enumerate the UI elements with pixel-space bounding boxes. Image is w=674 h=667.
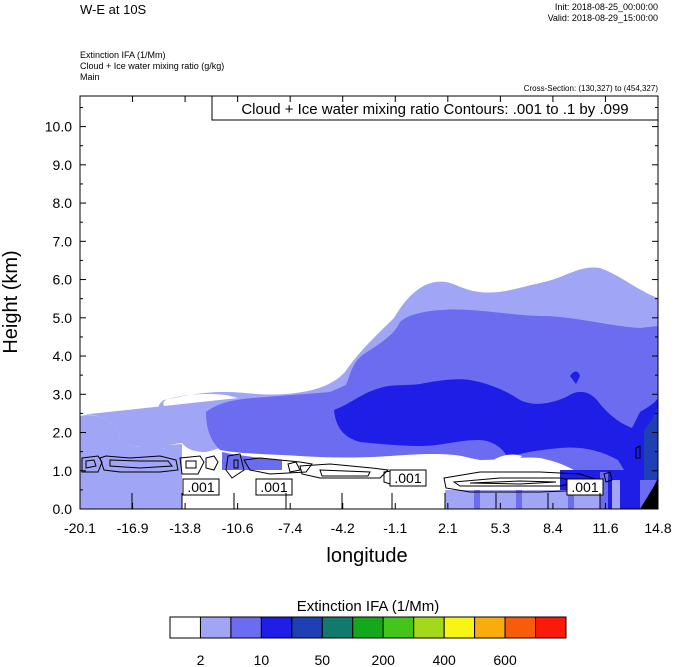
- contour-line: [99, 455, 179, 473]
- contour-label-box: [389, 469, 427, 487]
- surface-stripe: [516, 490, 522, 509]
- x-tick-label: -1.1: [383, 520, 407, 536]
- gap-region-white: [486, 454, 522, 468]
- colorbar-swatch: [382, 616, 415, 639]
- x-tick-label: -16.9: [117, 520, 149, 536]
- y-axis-label: Height (km): [0, 250, 22, 353]
- contour-line: [225, 453, 245, 479]
- x-tick-label: -10.6: [222, 520, 254, 536]
- surface-stripe: [612, 480, 620, 509]
- init-time: Init: 2018-08-25_00:00:00: [554, 2, 658, 12]
- y-tick-label: 3.0: [53, 386, 73, 402]
- y-axis: 0.0 1.0 2.0 3.0 4.0 5.0 6.0 7.0 8.0 9.0 10.0: [45, 106, 658, 517]
- colorbar-label: 50: [315, 652, 331, 667]
- contour-label: .001: [394, 470, 421, 486]
- contour-line: [179, 455, 205, 475]
- field-name-mixing-ratio: Cloud + Ice water mixing ratio (g/kg): [80, 61, 225, 71]
- y-tick-label: 4.0: [53, 348, 73, 364]
- contour-line: [287, 461, 301, 473]
- colorbar-label: 200: [372, 652, 396, 667]
- contour-label: .001: [571, 479, 598, 495]
- contour-label: .001: [260, 479, 287, 495]
- plot-title: W-E at 10S: [80, 2, 147, 17]
- x-tick-label: -7.4: [278, 520, 302, 536]
- fill-region-dark: [334, 379, 658, 480]
- contour-line: [205, 455, 219, 471]
- x-axis-label: longitude: [326, 545, 407, 567]
- x-tick-label: 8.4: [543, 520, 563, 536]
- contour-info-text: Cloud + Ice water mixing ratio Contours:…: [241, 101, 628, 118]
- fill-region-navy: [644, 408, 658, 480]
- colorbar-swatch: [535, 616, 567, 639]
- y-tick-label: 1.0: [53, 463, 73, 479]
- colorbar-swatch: [199, 616, 232, 639]
- x-tick-label: -4.2: [331, 520, 355, 536]
- colorbar-swatch: [504, 616, 537, 639]
- fill-region-medium-2: [222, 452, 282, 470]
- colorbar-swatch: [230, 616, 262, 639]
- colorbar-label: 400: [432, 652, 456, 667]
- colorbar-swatch: [352, 616, 384, 639]
- contour-line: [109, 459, 173, 469]
- y-tick-label: 8.0: [53, 195, 73, 211]
- y-tick-label: 6.0: [53, 272, 73, 288]
- y-tick-label: 5.0: [53, 310, 73, 326]
- fill-region-dark-2: [470, 406, 508, 424]
- cross-section-label: Cross-Section: (130,327) to (454,327): [523, 84, 658, 93]
- contour-line: [243, 457, 313, 475]
- colorbar-swatch: [321, 616, 354, 639]
- colorbar-swatch: [291, 616, 323, 639]
- colorbar-swatch: [169, 616, 201, 639]
- contour-label-box: [255, 478, 293, 496]
- contour-info-box: [211, 95, 659, 121]
- x-tick-label: 14.8: [644, 520, 671, 536]
- field-name-extinction: Extinction IFA (1/Mm): [80, 50, 166, 60]
- x-tick-label: 11.6: [592, 520, 618, 536]
- contour-line: [469, 480, 557, 485]
- valid-time: Valid: 2018-08-29_15:00:00: [547, 13, 658, 23]
- y-tick-label: 7.0: [53, 233, 73, 249]
- y-tick-label: 0.0: [53, 501, 73, 517]
- fill-region-light-3: [445, 490, 600, 509]
- fill-region-light-2: [80, 415, 182, 509]
- contour-line: [185, 460, 197, 469]
- contour-line: [319, 469, 371, 477]
- fill-region-dark-4: [570, 371, 580, 384]
- surface-stripe: [568, 490, 574, 509]
- contour-line: [233, 459, 239, 469]
- y-tick-label: 9.0: [53, 157, 73, 173]
- contour-line: [81, 455, 103, 473]
- contour-label-layer: .001 .001 .001 .001: [182, 469, 604, 496]
- x-tick-label: 5.3: [491, 520, 511, 536]
- contour-label-box: [566, 478, 604, 496]
- x-tick-label: 2.1: [438, 520, 458, 536]
- x-axis: -20.1 -16.9 -13.8 -10.6 -7.4 -4.2 -1.1 2.1 5.3 8.…: [64, 96, 672, 536]
- contour-line: [603, 471, 613, 483]
- contour-label: .001: [187, 479, 214, 495]
- colorbar-label: 10: [254, 652, 270, 667]
- colorbar-swatch: [413, 616, 445, 639]
- colorbar-label: 2: [197, 652, 205, 667]
- contour-line: [85, 459, 97, 469]
- colorbar: [169, 616, 567, 639]
- field-name-main: Main: [80, 72, 100, 82]
- contour-label-box: [182, 478, 220, 496]
- x-tick-label: -13.8: [169, 520, 201, 536]
- colorbar-title: Extinction IFA (1/Mm): [297, 598, 440, 615]
- terrain: [640, 478, 658, 509]
- surface-stripe: [474, 490, 480, 509]
- x-tick-label: -20.1: [64, 520, 96, 536]
- colorbar-label: 600: [493, 652, 517, 667]
- colorbar-swatch: [474, 616, 506, 639]
- extinction-fill-layer: [80, 267, 658, 509]
- colorbar-swatch: [260, 616, 293, 639]
- contour-line: [635, 445, 641, 459]
- surface-tick-layer: [131, 493, 601, 509]
- y-tick-label: 2.0: [53, 425, 73, 441]
- surface-stripe: [600, 472, 608, 509]
- y-tick-label: 10.0: [45, 119, 72, 135]
- colorbar-swatch: [443, 616, 476, 639]
- colorbar-labels: 2 10 50 200 400 600: [197, 652, 517, 667]
